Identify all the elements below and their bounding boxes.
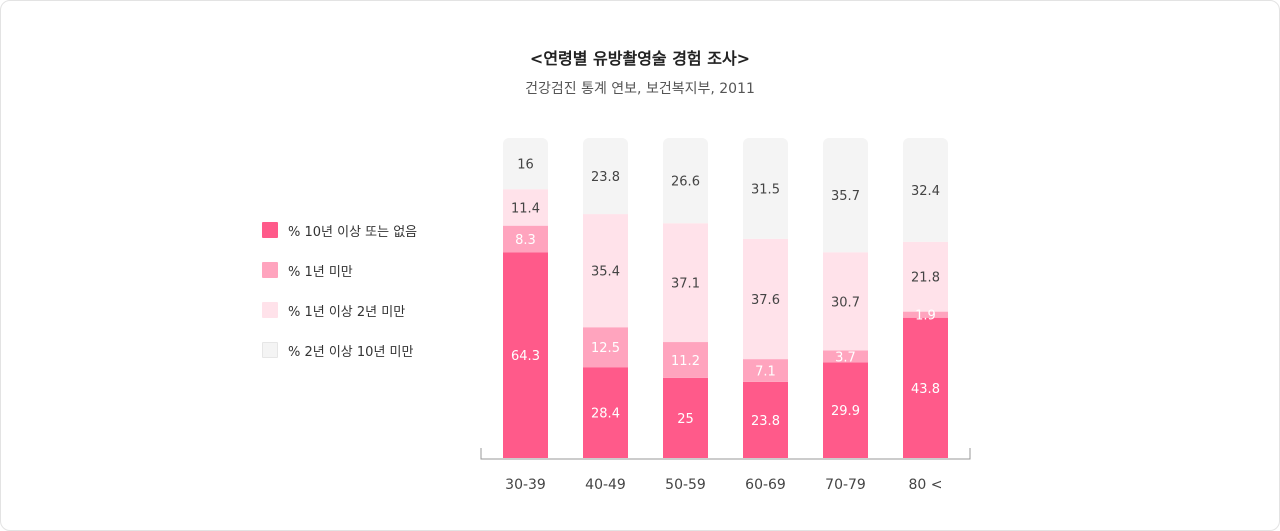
- data-label: 1.9: [915, 309, 936, 324]
- bar-segment-under-1yr: [743, 359, 788, 382]
- x-tick-label: 60-69: [745, 477, 786, 493]
- data-label: 25: [677, 412, 694, 427]
- data-label: 23.8: [591, 170, 620, 185]
- data-label: 21.8: [911, 271, 940, 286]
- bar-segment-2-10yr: [903, 138, 948, 242]
- bar-segment-2-10yr: [583, 138, 628, 215]
- bar-segment-under-1yr: [903, 311, 948, 318]
- bar-segment-2-10yr: [823, 138, 868, 253]
- bar-group-70-79: [823, 138, 868, 458]
- bar-segment-10yr-or-none: [583, 367, 628, 458]
- x-tick-label: 70-79: [825, 477, 866, 493]
- data-label: 35.4: [591, 265, 620, 280]
- data-label: 8.3: [515, 233, 536, 248]
- legend-item-2-10yr: % 2년 이상 10년 미만: [262, 340, 417, 360]
- legend-swatch: [262, 262, 278, 278]
- chart-subtitle: 건강검진 통계 연보, 보건복지부, 2011: [525, 81, 755, 97]
- data-label: 37.1: [671, 277, 700, 292]
- bar-segment-1-2yr: [903, 241, 948, 312]
- legend-label: % 10년 이상 또는 없음: [288, 224, 418, 240]
- data-label: 16: [517, 158, 534, 173]
- bar-segment-under-1yr: [823, 350, 868, 363]
- x-tick-label: 40-49: [585, 477, 626, 493]
- data-label: 23.8: [751, 414, 780, 429]
- x-axis-line: [480, 448, 971, 460]
- legend-label: % 1년 미만: [288, 264, 353, 280]
- bar-segment-1-2yr: [583, 214, 628, 328]
- x-tick-label: 80 <: [909, 477, 943, 493]
- data-label: 64.3: [511, 349, 540, 364]
- legend-item-1-2yr: % 1년 이상 2년 미만: [262, 300, 417, 320]
- legend-item-under-1yr: % 1년 미만: [262, 260, 417, 280]
- bar-segment-2-10yr: [503, 138, 548, 190]
- data-label: 12.5: [591, 341, 620, 356]
- data-label: 35.7: [831, 189, 860, 204]
- bar-group-40-49: [583, 138, 628, 458]
- bar-segment-1-2yr: [743, 238, 788, 360]
- legend-swatch: [262, 302, 278, 318]
- bar-group-30-39: [503, 138, 548, 458]
- data-label: 7.1: [755, 364, 776, 379]
- bar-segment-10yr-or-none: [823, 362, 868, 458]
- data-label: 29.9: [831, 404, 860, 419]
- data-label: 30.7: [831, 295, 860, 310]
- data-label: 11.4: [511, 201, 540, 216]
- bar-group-60-69: [743, 138, 788, 458]
- bar-segment-10yr-or-none: [663, 377, 708, 458]
- bar-segment-10yr-or-none: [503, 252, 548, 458]
- data-label: 26.6: [671, 175, 700, 190]
- data-label: 31.5: [751, 182, 780, 197]
- legend-label: % 1년 이상 2년 미만: [288, 304, 406, 320]
- data-label: 37.6: [751, 293, 780, 308]
- data-label: 32.4: [911, 184, 940, 199]
- bar-segment-10yr-or-none: [743, 381, 788, 458]
- bar-segment-1-2yr: [823, 252, 868, 351]
- bar-segment-1-2yr: [503, 189, 548, 226]
- bar-segment-10yr-or-none: [903, 317, 948, 458]
- data-label: 3.7: [835, 350, 856, 365]
- x-tick-label: 30-39: [505, 477, 546, 493]
- bar-segment-under-1yr: [663, 342, 708, 378]
- legend: % 10년 이상 또는 없음 % 1년 미만 % 1년 이상 2년 미만 % 2…: [262, 220, 417, 380]
- data-label: 11.2: [671, 354, 700, 369]
- bar-segment-2-10yr: [663, 138, 708, 224]
- bar-segment-under-1yr: [503, 225, 548, 253]
- legend-swatch: [262, 222, 278, 238]
- legend-swatch: [262, 342, 278, 358]
- bar-segment-1-2yr: [663, 223, 708, 343]
- bar-group-50-59: [663, 138, 708, 458]
- x-tick-label: 50-59: [665, 477, 706, 493]
- legend-item-10yr-or-none: % 10년 이상 또는 없음: [262, 220, 417, 240]
- bar-segment-under-1yr: [583, 327, 628, 368]
- legend-label: % 2년 이상 10년 미만: [288, 344, 414, 360]
- bar-segment-2-10yr: [743, 138, 788, 239]
- chart-title: <연령별 유방촬영술 경험 조사>: [529, 49, 751, 68]
- bar-group-80-: [903, 138, 948, 458]
- data-label: 43.8: [911, 382, 940, 397]
- data-label: 28.4: [591, 407, 620, 422]
